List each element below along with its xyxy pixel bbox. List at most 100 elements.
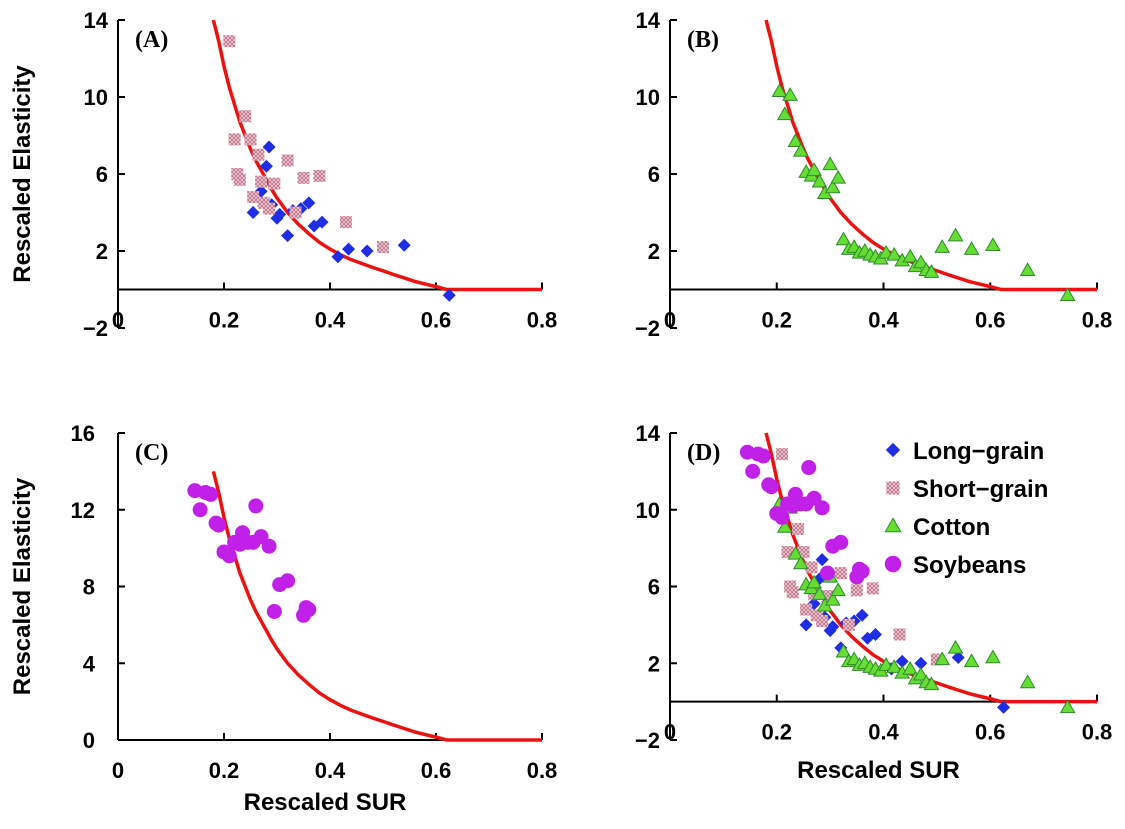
data-point: [935, 240, 949, 252]
data-point: [281, 229, 294, 242]
data-point: [986, 650, 1000, 662]
legend-item-short-grain: Short−grain: [886, 476, 1048, 503]
data-point: [223, 35, 235, 47]
y-tick-label: −2: [83, 316, 108, 341]
x-tick-label: 0.6: [975, 720, 1006, 745]
x-tick-label: 0.6: [421, 308, 452, 333]
panel-b: −2 2 6 10 14 0 0.2 0.4 0.6 0.8 (B): [635, 8, 1112, 341]
legend-item-soybeans: Soybeans: [885, 552, 1027, 579]
series-short-grain: [223, 35, 389, 253]
y-axis-title: Rescaled Elasticity: [9, 65, 36, 283]
y-tick-label: 0: [83, 728, 95, 753]
legend-label: Cotton: [913, 514, 990, 541]
data-point: [313, 170, 325, 182]
y-tick-label: 2: [96, 239, 108, 264]
data-point: [222, 548, 237, 563]
x-tick-label: 0.4: [868, 308, 899, 333]
panel-c: 0 4 8 12 16 0 0.2 0.4 0.6 0.8 (C) Rescaled Elastici…: [9, 421, 557, 816]
data-point: [776, 448, 788, 460]
data-point: [211, 518, 226, 533]
y-tick-label: 6: [648, 162, 660, 187]
legend-square-icon: [886, 481, 899, 494]
x-tick-label: 0.2: [209, 758, 240, 783]
legend-item-long-grain: Long−grain: [886, 438, 1044, 465]
data-point: [193, 502, 208, 517]
data-point: [792, 523, 804, 535]
y-tick-label: 2: [648, 239, 660, 264]
y-axis-title: Rescaled Elasticity: [9, 477, 36, 695]
data-point: [263, 203, 275, 215]
data-point: [282, 155, 294, 167]
data-point: [301, 602, 316, 617]
data-point: [816, 553, 829, 566]
y-tick-label: 2: [648, 651, 660, 676]
legend-triangle-icon: [885, 518, 900, 531]
data-point: [831, 171, 845, 183]
data-point: [965, 654, 979, 666]
data-point: [252, 149, 264, 161]
data-point: [342, 243, 355, 256]
data-point: [800, 618, 813, 631]
y-tick-label: 8: [83, 575, 95, 600]
data-point: [949, 229, 963, 241]
data-point: [820, 566, 835, 581]
legend-item-cotton: Cotton: [885, 514, 990, 541]
x-tick-label: 0: [664, 720, 676, 745]
x-tick-label: 0.4: [868, 720, 899, 745]
x-tick-label: 0: [112, 758, 124, 783]
panel-label: (D): [687, 440, 720, 466]
x-axis-title: Rescaled SUR: [797, 757, 960, 784]
data-point: [1021, 263, 1035, 275]
x-tick-label: 0.4: [315, 308, 346, 333]
y-tick-label: −2: [635, 728, 660, 753]
y-tick-label: 14: [84, 8, 109, 33]
data-point: [361, 245, 374, 258]
x-tick-label: 0.2: [761, 720, 792, 745]
x-axis-title: Rescaled SUR: [244, 789, 407, 816]
data-point: [800, 604, 812, 616]
x-tick-label: 0.4: [315, 758, 346, 783]
data-point: [268, 178, 280, 190]
data-point: [203, 487, 218, 502]
fit-curve: [213, 471, 542, 740]
data-point: [239, 110, 251, 122]
series-cotton: [772, 84, 1074, 300]
y-tick-label: 4: [83, 651, 96, 676]
data-point: [263, 141, 276, 154]
data-point: [298, 172, 310, 184]
data-point: [894, 628, 906, 640]
data-point: [234, 174, 246, 186]
data-point: [745, 464, 760, 479]
y-tick-label: 10: [84, 85, 108, 110]
data-point: [290, 207, 302, 219]
y-tick-label: 14: [636, 421, 661, 446]
data-point: [247, 191, 259, 203]
legend: Long−grain Short−grain Cotton Soybeans: [885, 438, 1049, 579]
data-point: [280, 573, 295, 588]
data-point: [255, 176, 267, 188]
data-point: [815, 500, 830, 515]
data-point: [831, 583, 845, 595]
x-tick-label: 0.2: [761, 308, 792, 333]
data-point: [986, 238, 1000, 250]
data-point: [851, 584, 863, 596]
x-tick-label: 0.2: [209, 308, 240, 333]
x-tick-label: 0.6: [975, 308, 1006, 333]
y-tick-label: 12: [71, 498, 95, 523]
panel-label: (A): [135, 27, 168, 53]
data-point: [807, 163, 821, 175]
data-point: [833, 535, 848, 550]
data-point: [245, 133, 257, 145]
data-point: [775, 510, 790, 525]
x-tick-label: 0: [664, 308, 676, 333]
data-point: [949, 641, 963, 653]
data-point: [843, 619, 855, 631]
data-point: [764, 479, 779, 494]
x-tick-label: 0: [112, 308, 124, 333]
x-tick-label: 0.6: [421, 758, 452, 783]
data-point: [823, 157, 837, 169]
x-tick-label: 0.8: [1082, 308, 1113, 333]
legend-label: Long−grain: [913, 438, 1044, 465]
